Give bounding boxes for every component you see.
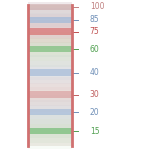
- Bar: [28, 119, 72, 143]
- Text: 15: 15: [90, 127, 99, 136]
- Bar: [28, 94, 72, 130]
- Bar: [28, 2, 72, 37]
- Bar: [28, 3, 72, 10]
- Bar: [28, 17, 72, 23]
- Bar: [28, 65, 72, 80]
- Bar: [28, 0, 72, 18]
- Bar: [28, 69, 72, 76]
- Text: 40: 40: [90, 68, 99, 77]
- Bar: [28, 77, 72, 112]
- Bar: [28, 61, 72, 84]
- Bar: [28, 13, 72, 27]
- Text: 100: 100: [90, 2, 104, 11]
- Text: 30: 30: [90, 90, 99, 99]
- Bar: [28, 91, 72, 98]
- Bar: [28, 24, 72, 39]
- Bar: [28, 5, 72, 146]
- Bar: [28, 124, 72, 138]
- Bar: [28, 87, 72, 102]
- Bar: [28, 8, 72, 32]
- Bar: [28, 105, 72, 119]
- Bar: [28, 0, 72, 14]
- Text: 85: 85: [90, 15, 99, 24]
- Bar: [28, 128, 72, 134]
- Bar: [28, 83, 72, 106]
- Bar: [28, 14, 72, 49]
- Bar: [28, 28, 72, 35]
- Text: 75: 75: [90, 27, 99, 36]
- Bar: [28, 46, 72, 52]
- Bar: [28, 100, 72, 124]
- Bar: [28, 42, 72, 57]
- Bar: [28, 109, 72, 115]
- Bar: [28, 20, 72, 43]
- Text: 20: 20: [90, 108, 99, 117]
- Bar: [28, 55, 72, 90]
- Bar: [28, 0, 72, 24]
- Bar: [28, 32, 72, 67]
- Text: 60: 60: [90, 45, 99, 54]
- Bar: [28, 114, 72, 149]
- Bar: [28, 38, 72, 61]
